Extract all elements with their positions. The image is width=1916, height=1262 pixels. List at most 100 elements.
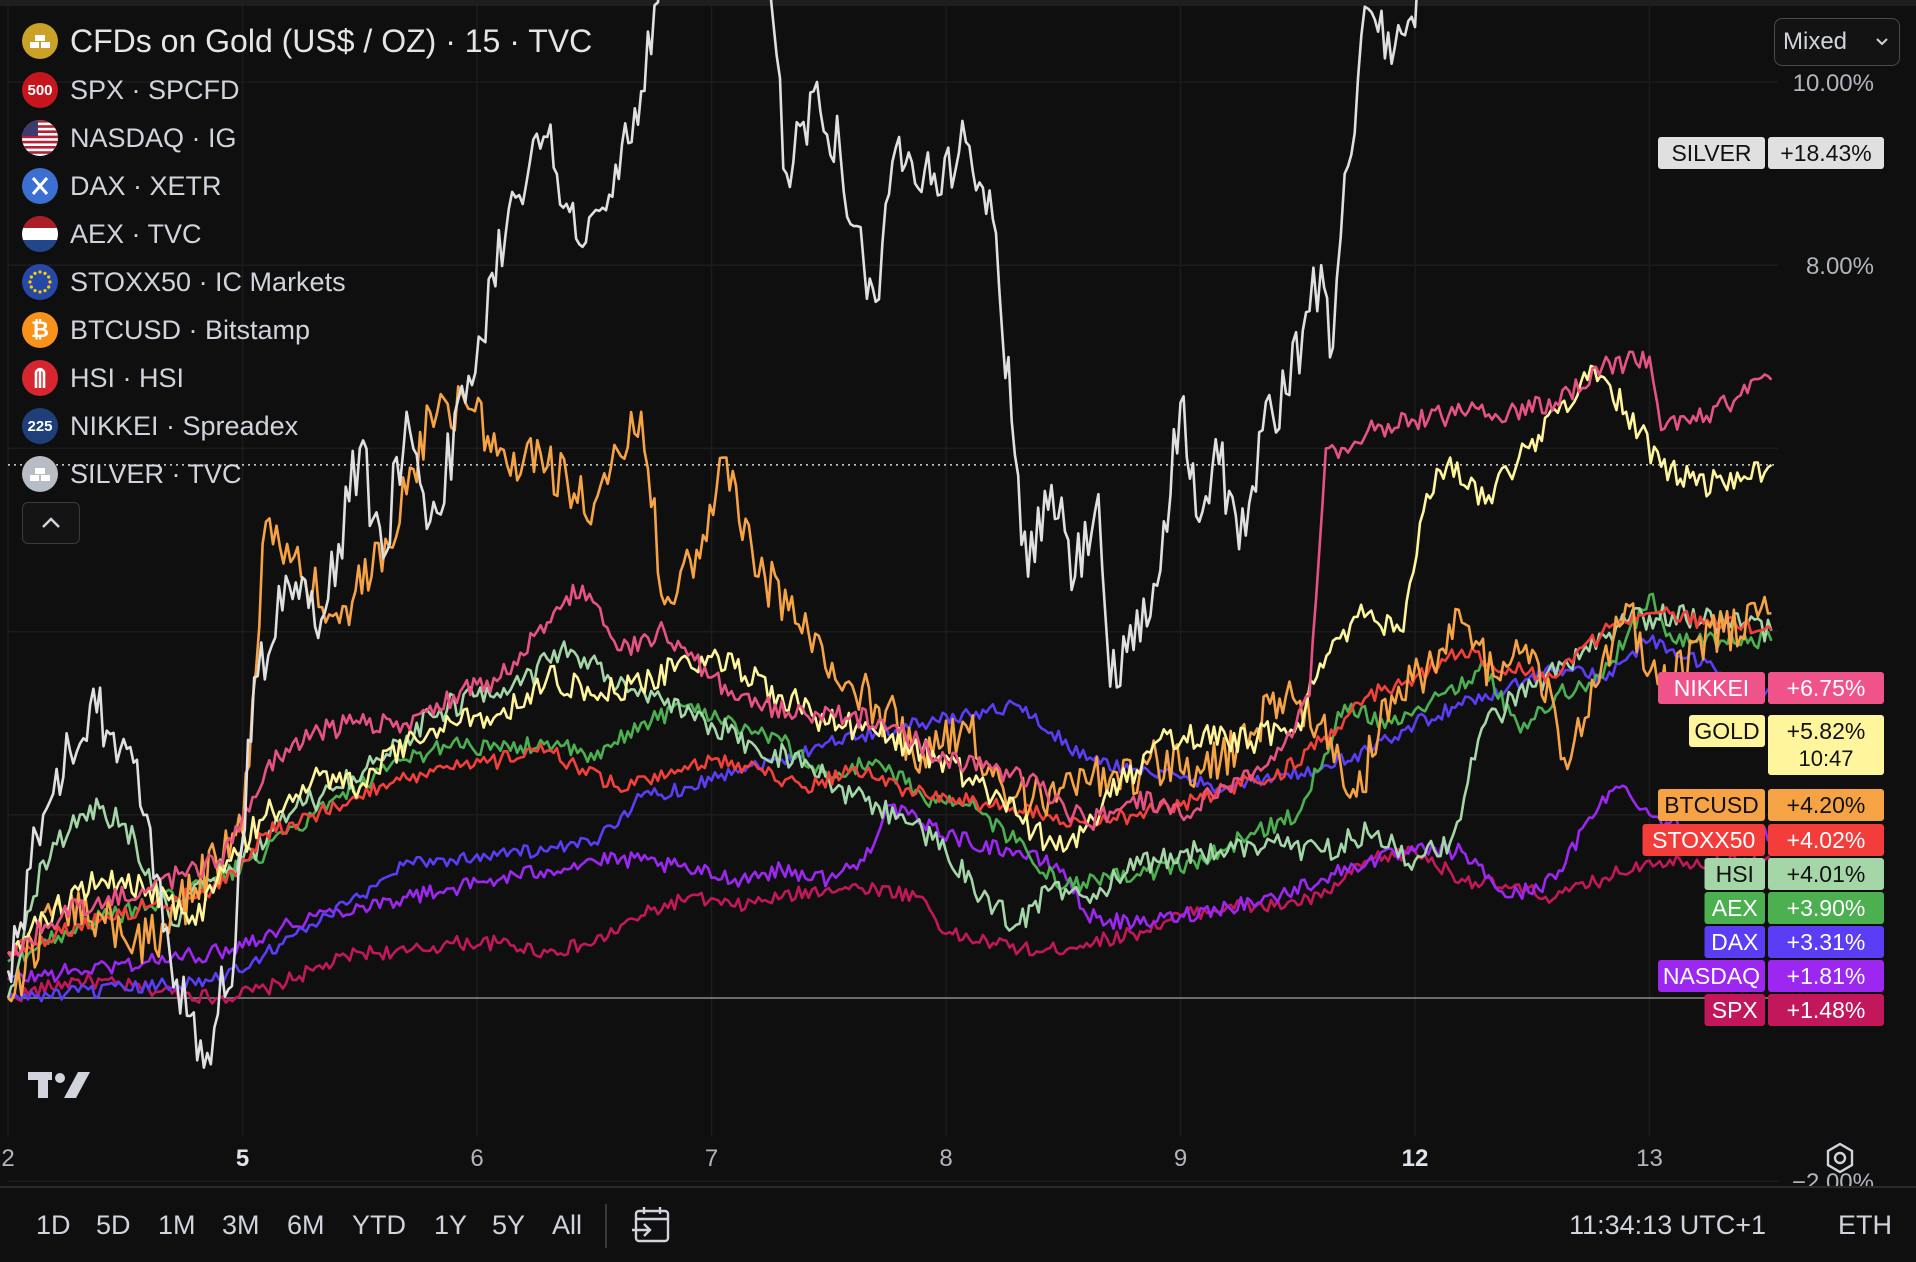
top-strip [0,0,1916,6]
range-button[interactable]: YTD [352,1210,406,1240]
range-button[interactable]: 1Y [434,1210,468,1240]
range-button[interactable]: 1M [158,1210,196,1240]
series-value-tag: +4.02% [1787,827,1866,853]
series-name-tag: BTCUSD [1664,792,1759,818]
series-tag-silver[interactable]: SILVER +18.43% [1658,137,1884,169]
series-name-tag: SPX [1712,997,1758,1023]
series-tag-stoxx50[interactable]: STOXX50 +4.02% [1642,824,1885,856]
series-tag-dax[interactable]: DAX +3.31% [1704,926,1885,958]
series-value-tag-bg [1768,137,1884,169]
tradingview-logo [28,1068,92,1107]
series-value-tag: +1.48% [1787,997,1866,1023]
session-toggle[interactable]: ETH [1838,1210,1892,1240]
collapse-legend-button[interactable] [22,502,80,544]
gear-icon[interactable] [1822,1140,1858,1181]
series-line-dax[interactable] [7,634,1773,1003]
legend-row[interactable]: 500 SPX · SPCFD [22,66,592,114]
clock[interactable]: 11:34:13 UTC+1 [1569,1210,1766,1240]
range-button[interactable]: 5Y [492,1210,526,1240]
range-button[interactable]: All [552,1210,583,1240]
nikkei-icon: 225 [22,408,58,444]
series-name-tag-bg [1704,858,1765,890]
range-button[interactable]: 5D [96,1210,131,1240]
bottom-toolbar: 1D 5D 1M 3M 6M YTD 1Y 5Y All 11:34:13 UTC+1 ETH [0,1186,1916,1262]
series-name-tag-bg [1642,824,1765,856]
x-tick-label: 2 [1,1145,14,1172]
series-value-tag: +4.20% [1787,792,1866,818]
series-value-tag-bg [1768,858,1884,890]
series-value-tag-bg [1768,715,1884,775]
legend-row[interactable]: DAX · XETR [22,162,592,210]
x-tick-label: 12 [1402,1145,1429,1172]
series-tag-aex[interactable]: AEX +3.90% [1704,892,1885,924]
legend-row[interactable]: STOXX50 · IC Markets [22,258,592,306]
series-value-tag-bg [1768,789,1884,821]
series-tag-nasdaq[interactable]: NASDAQ +1.81% [1658,960,1884,992]
series-name-tag: NASDAQ [1663,963,1760,989]
series-line-gold[interactable] [6,364,1773,958]
range-button[interactable]: 1D [36,1210,71,1240]
series-name-tag: AEX [1712,895,1758,921]
x-tick-label: 5 [236,1145,249,1172]
series-value-tag: +1.81% [1787,963,1866,989]
series-value-tag: +4.01% [1787,861,1866,887]
series-line-aex[interactable] [7,592,1773,963]
series-tag-nikkei[interactable]: NIKKEI +6.75% [1658,672,1884,704]
hsi-icon [22,360,58,396]
legend-label: DAX · XETR [70,170,222,201]
x-tick-label: 9 [1174,1145,1187,1172]
series-name-tag-bg [1658,960,1765,992]
series-line-silver[interactable] [6,0,1771,1069]
legend-row[interactable]: ₿ BTCUSD · Bitstamp [22,306,592,354]
series-value-tag: +3.90% [1787,895,1866,921]
x-tick-label: 6 [470,1145,483,1172]
legend-row[interactable]: NASDAQ · IG [22,114,592,162]
legend-main-row[interactable]: CFDs on Gold (US$ / OZ) · 15 · TVC [22,20,592,62]
series-tag-spx[interactable]: SPX +1.48% [1704,994,1885,1026]
series-value-tag-bg [1768,824,1884,856]
series-value-tag: +5.82% [1787,718,1866,744]
legend-main-symbol: CFDs on Gold (US$ / OZ) · 15 · TVC [70,22,593,59]
netherlands-flag-icon [22,216,58,252]
chevron-up-icon [42,517,60,528]
series-name-tag: STOXX50 [1652,827,1755,853]
legend-label: SPX · SPCFD [70,74,240,105]
series-value-tag: +3.31% [1787,929,1866,955]
range-button[interactable]: 3M [222,1210,260,1240]
scale-mode-select[interactable]: Mixed [1774,18,1900,66]
legend-row[interactable]: SILVER · TVC [22,450,592,498]
series-value-tag-bg [1768,960,1884,992]
scale-mode-value: Mixed [1783,28,1848,55]
y-tick-label: 8.00% [1806,253,1874,280]
series-line-stoxx50[interactable] [7,606,1773,956]
range-button[interactable]: 6M [287,1210,325,1240]
series-value-tag-bg [1768,672,1884,704]
series-tag-hsi[interactable]: HSI +4.01% [1704,858,1885,890]
series-name-tag-bg [1704,926,1765,958]
legend-row[interactable]: AEX · TVC [22,210,592,258]
x-tick-label: 7 [705,1145,718,1172]
us-flag-icon [22,120,58,156]
series-name-tag: HSI [1716,861,1754,887]
toolbar-divider [605,1204,607,1248]
calendar-goto-icon[interactable] [630,1204,674,1251]
legend: CFDs on Gold (US$ / OZ) · 15 · TVC 500 SP… [22,20,592,498]
series-line-nasdaq[interactable] [7,784,1773,983]
series-line-nikkei[interactable] [6,350,1773,959]
y-tick-label: 10.00% [1793,70,1874,97]
sp500-icon: 500 [22,72,58,108]
silver-bars-icon [22,456,58,492]
series-countdown: 10:47 [1798,746,1853,771]
series-line-hsi[interactable] [6,603,1773,999]
series-name-tag-bg [1689,715,1765,747]
series-line-spx[interactable] [6,845,1773,1005]
series-tag-gold[interactable]: GOLD +5.82%10:47 [1689,715,1884,775]
legend-row[interactable]: HSI · HSI [22,354,592,402]
legend-row[interactable]: 225 NIKKEI · Spreadex [22,402,592,450]
series-value-tag-bg [1768,926,1884,958]
series-value-tag-bg [1768,892,1884,924]
series-tag-btcusd[interactable]: BTCUSD +4.20% [1658,789,1884,821]
series-name-tag: DAX [1711,929,1758,955]
series-value-tag: +6.75% [1787,675,1866,701]
